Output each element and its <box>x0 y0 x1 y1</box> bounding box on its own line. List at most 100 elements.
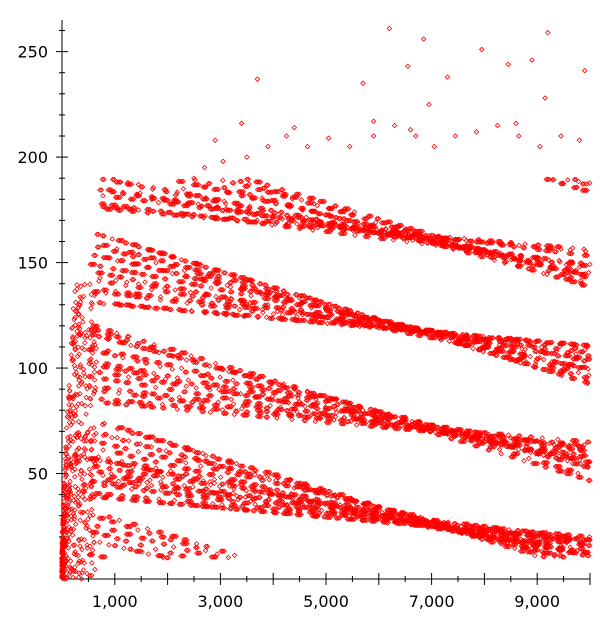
data-point <box>193 468 200 475</box>
data-point <box>516 336 522 342</box>
data-point <box>226 495 233 502</box>
data-point <box>135 181 142 188</box>
data-point <box>275 381 282 388</box>
data-point <box>460 438 467 445</box>
data-point <box>113 372 119 378</box>
data-point <box>219 407 226 413</box>
data-point <box>313 393 320 400</box>
data-point <box>117 339 124 345</box>
data-point <box>340 491 347 498</box>
data-point <box>190 293 197 299</box>
data-point <box>135 370 141 376</box>
x-tick-label: 3,000 <box>197 592 243 611</box>
data-point <box>149 273 155 280</box>
data-point <box>558 449 565 455</box>
data-point <box>393 512 400 518</box>
data-point <box>136 375 143 382</box>
data-point <box>88 447 94 453</box>
data-point <box>246 398 253 405</box>
data-point <box>169 471 176 477</box>
data-point <box>257 407 264 414</box>
data-point <box>330 412 336 419</box>
data-point <box>233 369 239 375</box>
data-point <box>127 468 134 475</box>
data-point <box>115 194 122 201</box>
data-point <box>127 249 134 255</box>
data-point <box>177 291 183 297</box>
data-point <box>113 443 119 450</box>
data-point <box>523 532 530 539</box>
data-point <box>435 426 441 432</box>
data-point <box>161 379 168 386</box>
data-point <box>264 414 271 420</box>
data-point <box>63 451 69 457</box>
data-point <box>574 437 580 444</box>
data-point <box>147 400 154 407</box>
data-point <box>225 469 232 476</box>
data-point <box>273 411 280 418</box>
data-point <box>72 521 79 528</box>
data-point <box>501 525 508 532</box>
data-point <box>486 431 492 438</box>
data-point <box>242 494 249 500</box>
data-point <box>426 328 432 335</box>
data-point <box>276 398 282 404</box>
data-point <box>143 295 150 301</box>
data-point <box>66 482 72 489</box>
data-point <box>173 442 180 449</box>
data-point <box>303 483 310 489</box>
data-point <box>181 389 187 395</box>
data-point <box>534 438 541 444</box>
data-point <box>521 458 527 464</box>
data-point <box>120 354 126 361</box>
data-point <box>520 245 526 251</box>
data-point <box>123 267 130 274</box>
data-point <box>165 362 171 368</box>
data-point <box>533 460 539 467</box>
data-point <box>291 485 298 491</box>
data-point <box>117 194 123 201</box>
data-point <box>381 220 388 226</box>
data-point <box>522 337 528 343</box>
data-point <box>507 335 513 342</box>
data-point <box>587 459 593 465</box>
data-point <box>243 469 249 475</box>
data-point <box>315 400 321 406</box>
data-point <box>166 352 173 359</box>
data-point <box>237 463 244 469</box>
data-point <box>178 452 184 458</box>
data-point <box>470 533 476 540</box>
data-point <box>132 484 138 490</box>
data-point <box>75 552 82 559</box>
data-point <box>150 434 157 440</box>
data-point <box>556 553 563 559</box>
data-point <box>554 353 561 359</box>
data-point <box>483 430 489 436</box>
data-point <box>84 457 91 463</box>
data-point <box>151 377 158 384</box>
data-point <box>334 401 340 407</box>
data-point <box>260 484 267 490</box>
data-point <box>148 444 155 450</box>
data-point <box>130 249 137 255</box>
data-point <box>121 545 127 552</box>
data-point <box>80 370 87 376</box>
data-point <box>201 380 208 386</box>
data-point <box>125 374 132 380</box>
data-point <box>260 391 267 398</box>
data-point <box>293 480 300 486</box>
data-point <box>202 372 208 379</box>
data-point <box>344 502 351 508</box>
data-point <box>354 310 360 316</box>
data-point <box>417 514 424 520</box>
data-point <box>128 292 134 299</box>
data-point <box>162 483 169 490</box>
data-point <box>233 277 240 283</box>
data-point <box>98 263 104 269</box>
data-point <box>112 352 119 359</box>
data-point <box>365 501 372 507</box>
data-point <box>139 382 146 388</box>
data-point <box>144 485 151 491</box>
data-point <box>116 334 123 340</box>
data-point <box>204 309 210 315</box>
